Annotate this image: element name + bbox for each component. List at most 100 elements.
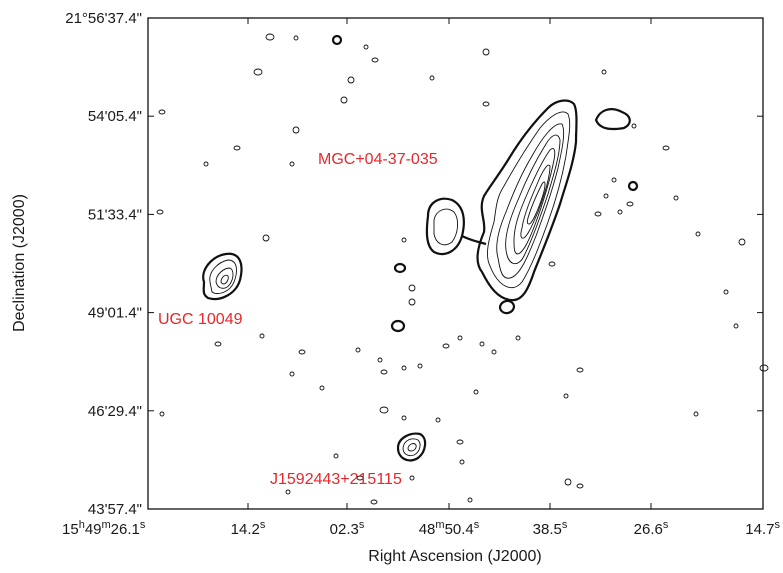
noise-contour bbox=[627, 180, 639, 192]
mgc-outer-contour bbox=[476, 99, 578, 302]
noise-contour bbox=[457, 335, 463, 341]
noise-contour bbox=[738, 238, 746, 246]
noise-contour bbox=[156, 209, 164, 215]
mgc-ne-knot bbox=[594, 108, 631, 131]
noise-contour bbox=[253, 68, 263, 76]
noise-contour bbox=[617, 209, 623, 215]
y-axis-title: Declination (J2000) bbox=[11, 194, 28, 332]
noise-contour bbox=[203, 161, 209, 167]
noise-contour bbox=[631, 123, 637, 129]
noise-contour bbox=[401, 365, 407, 371]
noise-contour bbox=[662, 145, 670, 151]
y-tick-label: 51'33.4" bbox=[88, 206, 142, 223]
noise-contour bbox=[333, 453, 339, 459]
noise-contour bbox=[417, 363, 423, 369]
noise-contour bbox=[456, 439, 464, 445]
noise-contour bbox=[401, 237, 407, 243]
noise-contour bbox=[695, 231, 701, 237]
noise-contour bbox=[371, 57, 379, 63]
plot-frame bbox=[147, 17, 764, 510]
noise-contours bbox=[156, 33, 769, 505]
mgc-contour-2 bbox=[487, 111, 571, 288]
noise-contour bbox=[292, 126, 300, 134]
mgc-south-knot bbox=[498, 299, 516, 315]
noise-contour bbox=[603, 193, 609, 199]
noise-contour bbox=[548, 261, 556, 267]
x-tick-label: 38.5s bbox=[533, 519, 568, 538]
noise-contour bbox=[473, 389, 479, 395]
noise-contour bbox=[379, 406, 389, 414]
noise-contour bbox=[723, 289, 729, 295]
x-tick-label: 15h49m26.1s bbox=[62, 519, 146, 538]
noise-contour bbox=[370, 499, 378, 505]
ugc-2 bbox=[209, 259, 237, 294]
annotation-ugc: UGC 10049 bbox=[158, 311, 243, 328]
noise-contour bbox=[377, 357, 383, 363]
x-tick-label: 48m50.4s bbox=[419, 519, 480, 538]
ugc-4 bbox=[220, 274, 229, 285]
y-tick-label: 49'01.4" bbox=[88, 305, 142, 322]
noise-contour bbox=[408, 298, 416, 306]
noise-contour bbox=[289, 371, 295, 377]
x-tick-label: 14.2s bbox=[231, 519, 266, 538]
noise-contour bbox=[435, 417, 441, 423]
x-tick-label: 02.3s bbox=[330, 519, 365, 538]
noise-contour bbox=[479, 341, 485, 347]
j-2 bbox=[402, 438, 421, 457]
mgc-contour-3 bbox=[496, 123, 565, 279]
noise-contour bbox=[594, 211, 602, 217]
annotation-j1592443: J1592443+215115 bbox=[270, 471, 402, 488]
noise-contour bbox=[233, 145, 241, 151]
noise-contour bbox=[259, 333, 265, 339]
mgc-companion-inner bbox=[433, 208, 459, 246]
noise-contour bbox=[347, 76, 355, 84]
noise-contour bbox=[442, 343, 450, 349]
noise-contour bbox=[356, 475, 364, 481]
noise-contour bbox=[214, 341, 222, 347]
mgc-bridge bbox=[461, 235, 487, 246]
noise-contour bbox=[159, 411, 165, 417]
noise-contour bbox=[467, 497, 473, 503]
noise-contour bbox=[390, 319, 406, 333]
j-3 bbox=[407, 443, 417, 452]
noise-contour bbox=[693, 411, 699, 417]
j1592443-contours bbox=[396, 432, 427, 462]
mgc-contour-7 bbox=[526, 181, 546, 225]
x-tick-label: 26.6s bbox=[634, 519, 669, 538]
noise-contour bbox=[355, 347, 361, 353]
noise-contour bbox=[340, 96, 348, 104]
noise-contour bbox=[576, 483, 584, 489]
noise-contour bbox=[601, 69, 607, 75]
noise-contour bbox=[733, 323, 739, 329]
noise-contour bbox=[158, 109, 166, 115]
y-axis: 21°56'37.4" 54'05.4" 51'33.4" 49'01.4" 46'29… bbox=[65, 10, 763, 518]
noise-contour bbox=[380, 369, 388, 375]
noise-contour bbox=[265, 33, 275, 41]
annotation-mgc: MGC+04-37-035 bbox=[318, 151, 438, 168]
noise-contour bbox=[319, 385, 325, 391]
noise-contour bbox=[564, 478, 572, 486]
noise-contour bbox=[393, 262, 407, 274]
noise-contour bbox=[459, 459, 465, 465]
noise-contour bbox=[285, 489, 291, 495]
noise-contour bbox=[491, 349, 497, 355]
noise-contour bbox=[409, 475, 415, 481]
noise-contour bbox=[293, 35, 299, 41]
noise-contour bbox=[759, 364, 769, 372]
y-tick-label: 54'05.4" bbox=[88, 108, 142, 125]
ugc-outer bbox=[202, 252, 243, 301]
noise-contour bbox=[363, 44, 369, 50]
noise-contour bbox=[289, 161, 295, 167]
x-axis: 15h49m26.1s 14.2s 02.3s 48m50.4s 38.5s 26.6s 1… bbox=[62, 18, 781, 538]
noise-contour bbox=[515, 335, 521, 341]
y-tick-label: 46'29.4" bbox=[88, 403, 142, 420]
mgc-contour-5 bbox=[513, 148, 556, 255]
ugc-3 bbox=[215, 267, 234, 289]
x-axis-title: Right Ascension (J2000) bbox=[368, 548, 541, 565]
noise-contour bbox=[626, 201, 634, 207]
j-outer bbox=[396, 432, 427, 462]
y-tick-label: 21°56'37.4" bbox=[65, 10, 142, 27]
noise-contour bbox=[408, 284, 416, 292]
noise-contour bbox=[331, 34, 343, 46]
